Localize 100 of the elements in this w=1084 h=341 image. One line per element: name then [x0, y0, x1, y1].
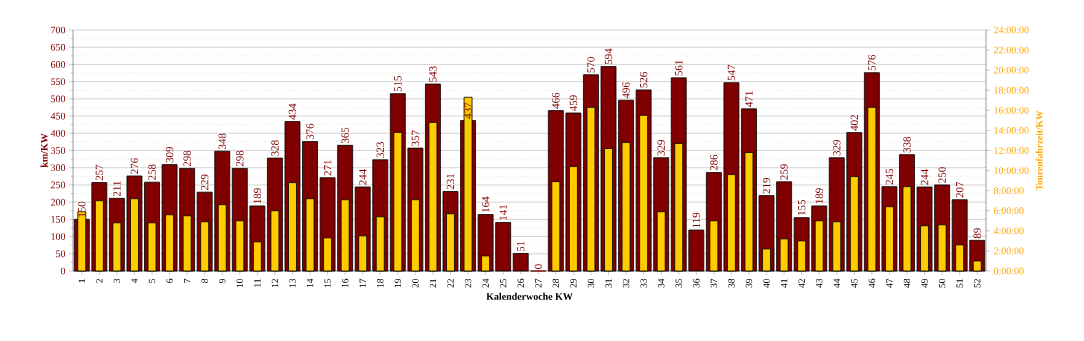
x-tick-label: 44: [833, 278, 840, 288]
data-label: 466: [552, 92, 560, 109]
data-label: 257: [95, 164, 104, 181]
data-label: 231: [446, 174, 455, 190]
data-label: 229: [201, 174, 209, 190]
y2-axis-title: Tourenfahrzeit/KW: [1035, 110, 1043, 191]
x-tick-label: 7: [184, 278, 191, 283]
x-tick-label: 21: [429, 279, 437, 288]
x-tick-label: 42: [798, 279, 805, 288]
data-label: 150: [78, 201, 86, 217]
data-label: 434: [288, 103, 297, 120]
x-tick-label: 33: [640, 278, 647, 288]
data-label: 365: [341, 127, 349, 144]
y-tick-label: 0: [60, 267, 66, 275]
y2-tick-label: 20:00:00: [993, 66, 1029, 74]
data-label: 570: [587, 57, 595, 73]
y-tick-label: 150: [51, 216, 66, 223]
data-label: 259: [780, 164, 788, 180]
data-label: 547: [727, 64, 736, 81]
x-tick-label: 45: [851, 278, 858, 288]
x-tick-label: 10: [236, 278, 243, 288]
x-tick-label: 49: [921, 278, 928, 288]
x-tick-label: 17: [359, 278, 366, 288]
data-label: 189: [815, 188, 823, 204]
data-label: 211: [113, 181, 121, 197]
y2-tick-label: 8:00:00: [993, 187, 1024, 195]
data-label: 119: [692, 212, 700, 228]
y-tick-label: 650: [50, 43, 66, 51]
x-tick-label: 51: [956, 279, 963, 288]
x-tick-label: 52: [974, 279, 981, 288]
x-tick-label: 24: [482, 278, 489, 288]
data-label: 437: [464, 102, 472, 119]
y2-tick-label: 2:00:00: [993, 247, 1024, 255]
x-tick-label: 5: [148, 278, 156, 283]
x-tick-label: 2: [96, 279, 103, 283]
x-tick-label: 23: [464, 278, 472, 288]
x-tick-label: 28: [552, 278, 560, 288]
y2-tick-label: 4:00:00: [993, 227, 1024, 235]
x-tick-label: 1: [78, 279, 85, 283]
x-tick-label: 39: [745, 278, 753, 288]
x-tick-label: 25: [499, 278, 507, 288]
y-tick-label: 450: [50, 112, 66, 120]
data-label: 286: [710, 154, 718, 171]
y-tick-label: 350: [51, 147, 66, 154]
x-tick-label: 11: [254, 279, 261, 287]
x-tick-label: 27: [535, 278, 542, 288]
y2-tick-label: 18:00:00: [994, 86, 1029, 94]
data-label: 329: [657, 140, 665, 156]
data-label: 258: [148, 164, 156, 180]
y-tick-label: 700: [51, 26, 66, 34]
y-tick-label: 550: [51, 78, 66, 85]
data-label: 576: [868, 54, 876, 71]
x-tick-label: 47: [886, 278, 893, 288]
data-label: 250: [938, 167, 946, 183]
y-tick-label: 300: [51, 164, 66, 172]
x-tick-label: 37: [710, 278, 718, 288]
data-label: 348: [218, 133, 226, 149]
data-label: 338: [903, 136, 911, 153]
data-label: 276: [130, 158, 139, 174]
data-label: 561: [675, 60, 683, 76]
y-axis-title: km/KW: [40, 133, 48, 168]
y2-tick-label: 16:00:00: [994, 106, 1029, 114]
x-tick-label: 18: [377, 278, 384, 288]
x-tick-label: 29: [570, 278, 577, 288]
data-label: 141: [499, 204, 507, 220]
x-tick-label: 22: [447, 279, 454, 288]
data-label: 89: [973, 228, 981, 239]
y-tick-label: 250: [50, 181, 66, 189]
data-label: 51: [517, 241, 525, 252]
data-label: 0: [534, 264, 542, 269]
x-tick-label: 36: [693, 278, 700, 288]
data-label: 471: [745, 91, 753, 107]
y-tick-label: 500: [51, 95, 66, 103]
x-tick-label: 3: [113, 278, 121, 283]
data-label: 298: [183, 150, 191, 167]
data-label: 402: [850, 115, 859, 131]
x-tick-label: 19: [394, 278, 401, 288]
data-label: 496: [622, 82, 630, 99]
x-tick-label: 46: [868, 278, 876, 288]
y2-tick-label: 6:00:00: [993, 207, 1024, 215]
x-tick-label: 20: [412, 278, 419, 288]
y-tick-label: 600: [50, 61, 66, 68]
y-tick-label: 100: [51, 233, 66, 240]
x-tick-label: 6: [166, 278, 173, 283]
data-label: 219: [762, 177, 771, 194]
x-tick-label: 35: [675, 278, 682, 288]
y-tick-label: 400: [50, 129, 66, 137]
x-tick-label: 15: [324, 278, 331, 288]
data-label: 271: [323, 160, 332, 176]
x-tick-label: 34: [658, 278, 665, 288]
data-label: 189: [253, 188, 262, 204]
data-label: 329: [833, 140, 841, 156]
x-tick-label: 50: [938, 278, 946, 288]
data-label: 515: [394, 75, 402, 92]
x-tick-label: 12: [271, 279, 279, 288]
y2-tick-label: 22:00:00: [993, 46, 1029, 54]
y2-tick-label: 10:00:00: [994, 167, 1029, 174]
x-tick-label: 9: [219, 278, 226, 283]
data-label: 543: [429, 66, 437, 82]
data-label: 328: [271, 140, 279, 156]
